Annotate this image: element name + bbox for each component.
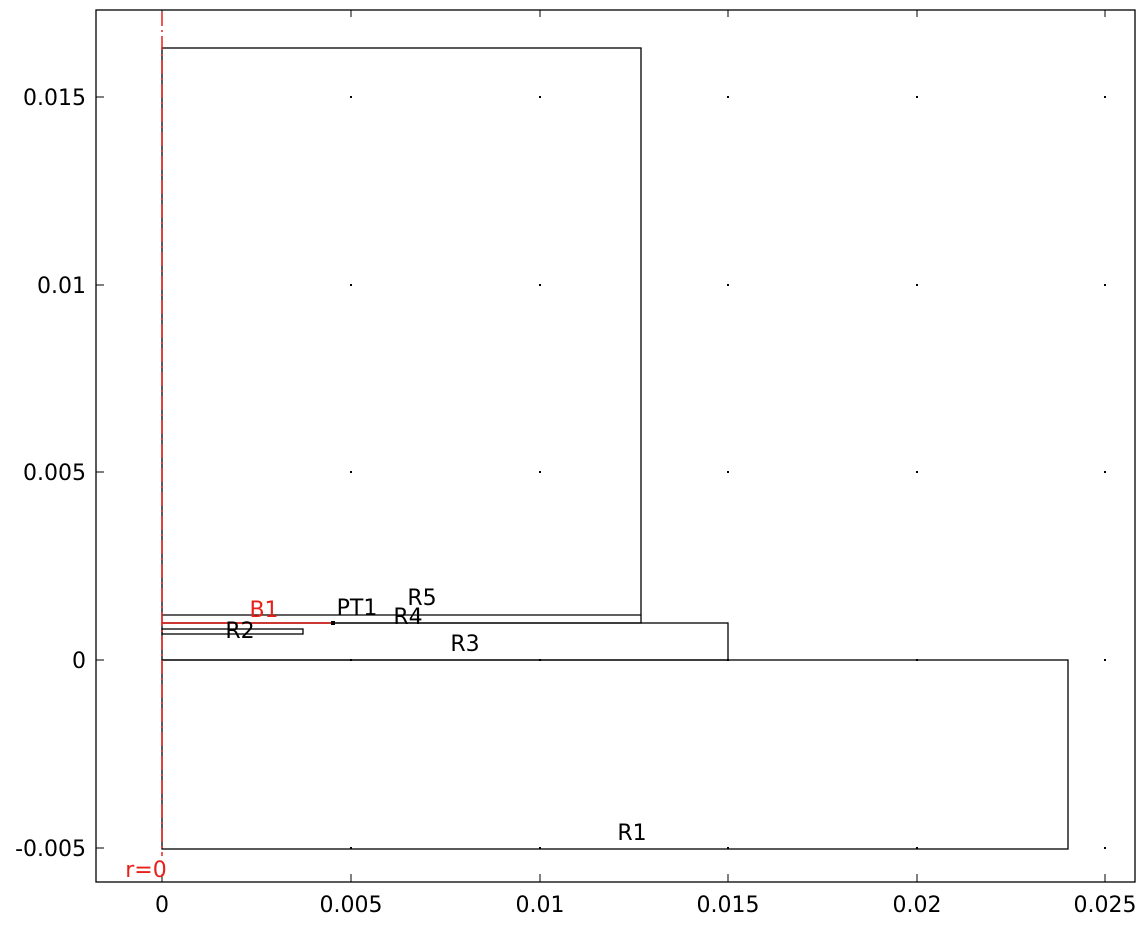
grid-dot [727,284,729,286]
x-tick-label: 0.005 [320,893,383,918]
grid-dot [727,96,729,98]
regions [161,47,1069,850]
y-tick-label: -0.005 [15,837,86,862]
axes-frame [95,9,1136,883]
grid-dot [916,847,918,849]
grid-dot [350,284,352,286]
region-label-r3: R3 [450,632,479,657]
grid-dot [1104,284,1106,286]
region-label-r1: R1 [617,821,646,846]
grid-dot [350,96,352,98]
grid-dot [727,847,729,849]
x-tick-label: 0.02 [893,893,942,918]
y-tick-label: 0.015 [23,86,86,111]
grid-dot [727,471,729,473]
boundary-label-b1: B1 [249,598,278,623]
grid-dot [350,471,352,473]
axis-label-r0: r=0 [125,858,166,883]
region-r1[interactable] [161,659,1069,850]
region-label-r5: R5 [407,586,436,611]
grid-dot [539,847,541,849]
grid-dot [916,284,918,286]
grid-dot [1104,96,1106,98]
grid-dot [539,96,541,98]
grid-dot [1104,471,1106,473]
region-label-r2: R2 [225,619,254,644]
x-tick-label: 0.025 [1074,893,1137,918]
x-tick-label: 0.015 [697,893,760,918]
point-label-pt1: PT1 [337,596,378,621]
grid-dot [350,847,352,849]
grid-dot [1104,659,1106,661]
grid-dot [1104,847,1106,849]
grid-dot [539,284,541,286]
grid-dot [916,96,918,98]
x-tick-label: 0 [155,893,169,918]
y-tick-label: 0 [72,649,86,674]
y-tick-label: 0.01 [37,274,86,299]
y-tick-label: 0.005 [23,461,86,486]
y-axis: 0.015 0.01 0.005 0 -0.005 [15,86,104,862]
x-axis: 0 0.005 0.01 0.015 0.02 0.025 [155,10,1136,918]
region-label-r4: R4 [393,605,422,630]
grid-dot [916,471,918,473]
grid-dot [539,471,541,473]
region-r5[interactable] [161,47,642,624]
grid-dots [350,96,1106,849]
point-pt1[interactable] [331,621,335,625]
x-tick-label: 0.01 [516,893,565,918]
